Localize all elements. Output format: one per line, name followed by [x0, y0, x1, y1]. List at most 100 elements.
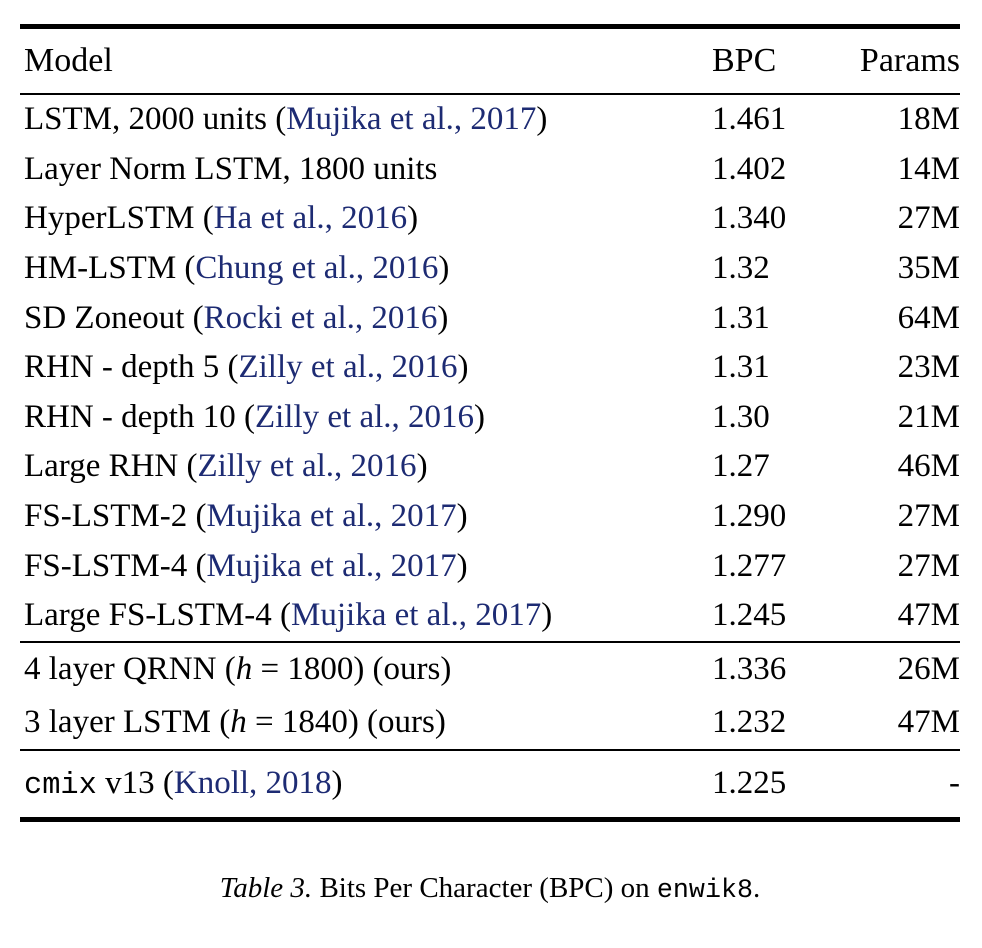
text-segment: Layer Norm LSTM, 1800 units — [24, 150, 438, 187]
table-header-row: Model BPC Params — [20, 29, 960, 93]
model-cell: Large FS-LSTM-4 (Mujika et al., 2017) — [20, 597, 710, 634]
text-segment: h — [230, 703, 247, 740]
model-cell: cmix v13 (Knoll, 2018) — [20, 765, 710, 803]
citation-link[interactable]: Mujika et al., 2017 — [286, 101, 537, 138]
column-header-bpc: BPC — [712, 42, 777, 79]
citation-link[interactable]: Mujika et al., 2017 — [206, 498, 457, 535]
model-cell: Layer Norm LSTM, 1800 units — [20, 151, 710, 188]
text-segment: RHN - depth 10 ( — [24, 398, 255, 435]
model-cell: 3 layer LSTM (h = 1840) (ours) — [20, 704, 710, 741]
table-section: LSTM, 2000 units (Mujika et al., 2017) 1.… — [20, 95, 960, 641]
bpc-cell: 1.32 — [712, 250, 770, 287]
params-cell: 18M — [897, 101, 960, 138]
text-segment: HM-LSTM ( — [24, 250, 196, 287]
citation-link[interactable]: Zilly et al., 2016 — [238, 349, 458, 386]
section-divider-rule — [20, 640, 960, 643]
text-segment: ) — [456, 547, 468, 584]
text-segment: FS-LSTM-2 ( — [24, 498, 207, 535]
text-segment: h — [235, 650, 253, 687]
model-cell: FS-LSTM-2 (Mujika et al., 2017) — [20, 498, 710, 535]
bpc-cell: 1.340 — [712, 200, 787, 237]
table-caption: Table 3. Bits Per Character (BPC) on enw… — [20, 872, 960, 906]
table-row: HM-LSTM (Chung et al., 2016) 1.32 35M — [20, 244, 960, 294]
table-top-rule — [20, 24, 960, 29]
table-row: 3 layer LSTM (h = 1840) (ours) 1.232 47M — [20, 696, 960, 749]
text-segment: = 1800) (ours) — [252, 650, 452, 687]
text-segment: HyperLSTM ( — [24, 200, 214, 237]
bpc-cell: 1.225 — [712, 765, 787, 802]
text-segment: Large FS-LSTM-4 ( — [24, 597, 292, 634]
model-cell: HyperLSTM (Ha et al., 2016) — [20, 200, 710, 237]
model-cell: RHN - depth 5 (Zilly et al., 2016) — [20, 349, 710, 386]
text-segment: ) — [437, 299, 449, 336]
bpc-cell: 1.27 — [712, 448, 770, 485]
text-segment: ) — [456, 498, 468, 535]
text-segment: 4 layer QRNN ( — [24, 650, 236, 687]
params-cell: 27M — [897, 547, 960, 584]
text-segment: enwik8 — [656, 876, 753, 906]
text-segment: LSTM, 2000 units ( — [24, 101, 287, 138]
text-segment: ) — [457, 349, 469, 386]
text-segment: ) — [331, 764, 343, 801]
text-segment: Bits Per Character (BPC) on — [312, 872, 657, 904]
citation-link[interactable]: Chung et al., 2016 — [195, 250, 439, 287]
table-row: LSTM, 2000 units (Mujika et al., 2017) 1.… — [20, 95, 960, 145]
citation-link[interactable]: Mujika et al., 2017 — [291, 597, 542, 634]
bpc-cell: 1.245 — [712, 597, 787, 634]
text-segment: v13 ( — [96, 764, 174, 801]
text-segment: . — [752, 872, 761, 904]
params-cell: 64M — [897, 299, 960, 336]
table-row: Large RHN (Zilly et al., 2016) 1.27 46M — [20, 442, 960, 492]
model-cell: FS-LSTM-4 (Mujika et al., 2017) — [20, 548, 710, 585]
text-segment: = 1840) (ours) — [246, 703, 446, 740]
model-cell: SD Zoneout (Rocki et al., 2016) — [20, 300, 710, 337]
text-segment: 3 layer LSTM ( — [24, 703, 231, 740]
results-table: Model BPC Params LSTM, 2000 units (Mujik… — [20, 24, 960, 822]
table-bottom-rule — [20, 816, 960, 822]
citation-link[interactable]: Zilly et al., 2016 — [254, 398, 475, 435]
params-cell: 26M — [897, 650, 960, 687]
model-cell: LSTM, 2000 units (Mujika et al., 2017) — [20, 101, 710, 138]
text-segment: ) — [536, 101, 548, 138]
table-row: RHN - depth 5 (Zilly et al., 2016) 1.31 23… — [20, 343, 960, 393]
bpc-cell: 1.30 — [712, 398, 770, 435]
table-section: 4 layer QRNN (h = 1800) (ours) 1.336 26M 3 … — [20, 643, 960, 749]
bpc-cell: 1.461 — [712, 101, 787, 138]
params-cell: 23M — [897, 349, 960, 386]
model-cell: HM-LSTM (Chung et al., 2016) — [20, 250, 710, 287]
citation-link[interactable]: Rocki et al., 2016 — [203, 299, 438, 336]
table-row: cmix v13 (Knoll, 2018) 1.225- — [20, 751, 960, 817]
bpc-cell: 1.232 — [712, 703, 787, 740]
table-row: Large FS-LSTM-4 (Mujika et al., 2017) 1.2… — [20, 591, 960, 641]
section-divider-rule — [20, 748, 960, 751]
text-segment: SD Zoneout ( — [24, 299, 204, 336]
params-cell: 47M — [897, 703, 960, 740]
bpc-cell: 1.290 — [712, 498, 787, 535]
text-segment: Table 3. — [219, 872, 313, 904]
params-cell: 21M — [897, 398, 960, 435]
model-cell: RHN - depth 10 (Zilly et al., 2016) — [20, 399, 710, 436]
citation-link[interactable]: Zilly et al., 2016 — [197, 448, 417, 485]
bpc-cell: 1.402 — [712, 150, 787, 187]
text-segment: ) — [438, 250, 450, 287]
header-rule — [20, 93, 960, 95]
params-cell: 35M — [897, 250, 960, 287]
table-row: HyperLSTM (Ha et al., 2016) 1.340 27M — [20, 194, 960, 244]
column-header-model: Model — [24, 42, 113, 79]
text-segment: ) — [541, 597, 553, 634]
table-row: 4 layer QRNN (h = 1800) (ours) 1.336 26M — [20, 643, 960, 696]
column-header-params: Params — [859, 42, 960, 79]
text-segment: FS-LSTM-4 ( — [24, 547, 207, 584]
params-cell: 46M — [897, 448, 960, 485]
model-cell: 4 layer QRNN (h = 1800) (ours) — [20, 651, 710, 688]
table-row: RHN - depth 10 (Zilly et al., 2016) 1.30 2… — [20, 393, 960, 443]
bpc-cell: 1.277 — [712, 547, 787, 584]
table-body: LSTM, 2000 units (Mujika et al., 2017) 1.… — [20, 95, 960, 817]
text-segment: RHN - depth 5 ( — [24, 349, 239, 386]
params-cell: 47M — [897, 597, 960, 634]
citation-link[interactable]: Ha et al., 2016 — [213, 200, 408, 237]
citation-link[interactable]: Mujika et al., 2017 — [206, 547, 457, 584]
table-row: FS-LSTM-4 (Mujika et al., 2017) 1.277 27M — [20, 541, 960, 591]
params-cell: 27M — [897, 498, 960, 535]
citation-link[interactable]: Knoll, 2018 — [173, 764, 332, 801]
